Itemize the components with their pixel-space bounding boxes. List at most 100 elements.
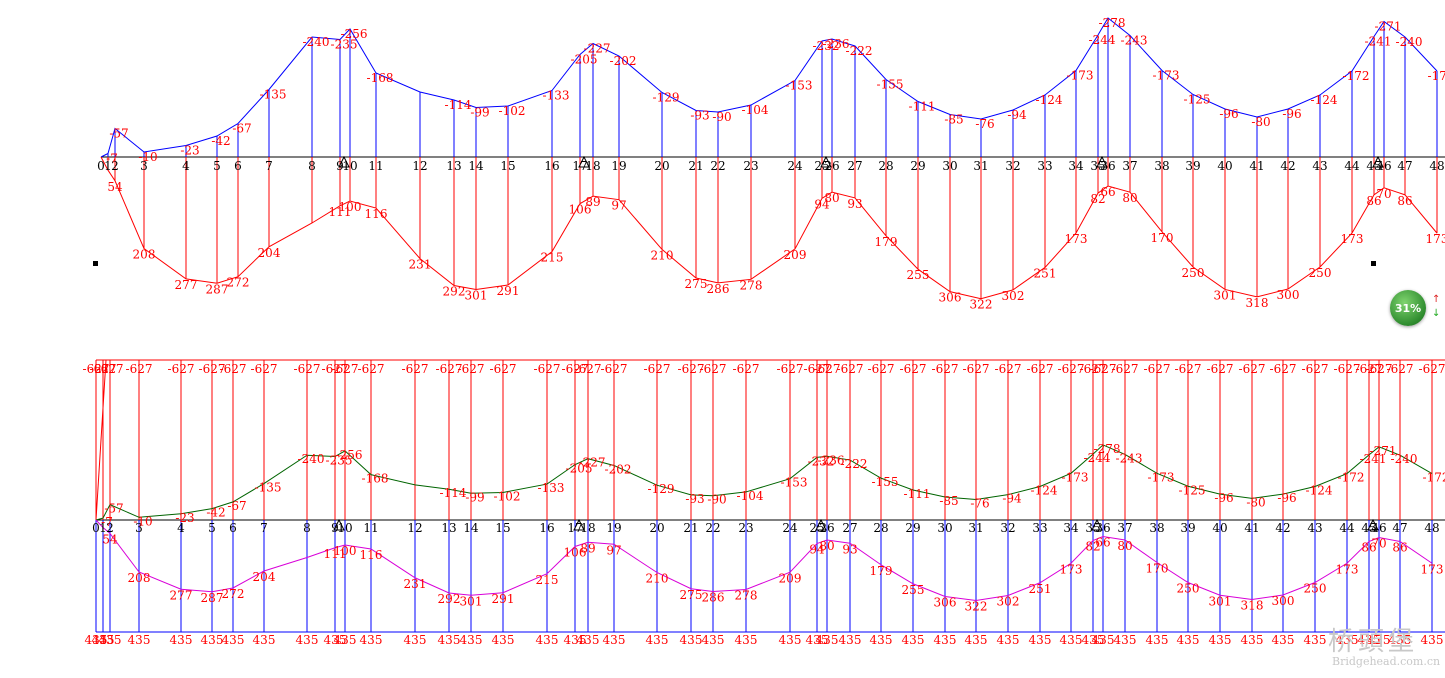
support-icon <box>1096 155 1108 168</box>
bottom-pos-value-label: 82 <box>1085 540 1100 554</box>
bottom-pos-value-label: 215 <box>536 573 559 587</box>
bottom-lower-limit-label: 435 <box>1082 633 1105 647</box>
bottom-pos-value-label: 275 <box>680 588 703 602</box>
top-pos-value-label: 302 <box>1002 289 1025 303</box>
top-station-number: 1 <box>104 159 112 173</box>
top-pos-value-label: 173 <box>1065 232 1088 246</box>
bottom-lower-limit-label: 435 <box>1060 633 1083 647</box>
top-pos-value-label: 301 <box>465 288 488 302</box>
bottom-upper-limit-label: -627 <box>804 362 831 376</box>
top-pos-value-label: 89 <box>585 195 600 209</box>
bottom-lower-limit-label: 435 <box>646 633 669 647</box>
bottom-upper-limit-label: -627 <box>1270 362 1297 376</box>
bottom-lower-limit-label: 435 <box>965 633 988 647</box>
bottom-lower-limit-label: 435 <box>1389 633 1412 647</box>
top-neg-value-label: -7 <box>106 152 118 166</box>
bottom-upper-limit-label: -627 <box>97 362 124 376</box>
top-station-number: 30 <box>942 159 957 173</box>
bottom-upper-limit-label: -627 <box>1058 362 1085 376</box>
bottom-station-number: 40 <box>1212 521 1227 535</box>
bottom-negative-envelope <box>95 444 1433 521</box>
bottom-pos-value-label: 173 <box>1421 562 1444 576</box>
top-station-number: 12 <box>412 159 427 173</box>
grip-handle-right[interactable] <box>1371 261 1376 266</box>
progress-badge[interactable]: 31% ↑ ↓ <box>1390 290 1445 326</box>
top-station-number: 11 <box>368 159 383 173</box>
bottom-station-number: 16 <box>539 521 554 535</box>
bottom-lower-limit-label: 435 <box>492 633 515 647</box>
top-neg-value-label: -99 <box>470 106 489 120</box>
bottom-neg-value-label: -124 <box>1031 484 1058 498</box>
top-neg-value-label: -104 <box>742 103 769 117</box>
bottom-neg-value-label: -99 <box>465 490 484 504</box>
top-station-number: 16 <box>544 159 559 173</box>
bottom-upper-limit-label: -627 <box>1387 362 1414 376</box>
grip-handle-left[interactable] <box>93 261 98 266</box>
top-neg-value-label: -153 <box>786 79 813 93</box>
bottom-neg-value-label: -243 <box>1116 451 1143 465</box>
top-neg-value-label: -133 <box>543 89 570 103</box>
support-icon <box>578 155 590 168</box>
bottom-upper-limit-label: -627 <box>332 362 359 376</box>
bottom-upper-limit-label: -627 <box>1112 362 1139 376</box>
bottom-lower-limit-label: 435 <box>839 633 862 647</box>
support-icon <box>1367 518 1379 531</box>
top-pos-value-label: 94 <box>814 197 830 211</box>
bottom-pos-value-label: 100 <box>334 544 357 558</box>
top-neg-value-label: -240 <box>1396 35 1423 49</box>
top-neg-value-label: -93 <box>690 109 709 123</box>
top-neg-value-label: -102 <box>499 104 526 118</box>
bottom-neg-value-label: -168 <box>362 472 389 486</box>
bottom-neg-value-label: -76 <box>970 496 989 510</box>
bottom-neg-value-label: -124 <box>1306 484 1333 498</box>
bottom-station-number: 0 <box>92 521 100 535</box>
bottom-station-number: 21 <box>683 521 698 535</box>
bottom-upper-limit-label: -627 <box>932 362 959 376</box>
bottom-station-number: 41 <box>1244 521 1259 535</box>
bottom-station-number: 1 <box>99 521 107 535</box>
bottom-neg-value-label: -232 <box>808 454 835 468</box>
top-station-number: 22 <box>710 159 725 173</box>
top-station-number: 38 <box>1154 159 1169 173</box>
top-station-number: 34 <box>1068 159 1084 173</box>
top-station-number: 40 <box>1217 159 1232 173</box>
bottom-station-number: 27 <box>842 521 857 535</box>
bottom-pos-value-label: 80 <box>1117 539 1132 553</box>
bottom-pos-value-label: 209 <box>779 571 802 585</box>
bottom-station-number: 11 <box>363 521 378 535</box>
top-neg-value-label: -173 <box>1153 69 1180 83</box>
bottom-neg-value-label: -23 <box>175 511 194 525</box>
top-pos-value-label: 80 <box>824 191 839 205</box>
bottom-pos-value-label: 89 <box>580 541 595 555</box>
top-station-number: 14 <box>468 159 484 173</box>
bottom-upper-limit-label: -627 <box>868 362 895 376</box>
support-icon <box>1091 518 1103 531</box>
bottom-upper-limit-label: -627 <box>575 362 602 376</box>
top-pos-value-label: 209 <box>784 248 807 262</box>
top-station-number: 23 <box>743 159 758 173</box>
bottom-upper-limit-label: -627 <box>402 362 429 376</box>
bottom-pos-value-label: 93 <box>842 542 857 556</box>
bottom-upper-limit-label: -627 <box>199 362 226 376</box>
top-station-number: 46 <box>1376 159 1391 173</box>
bottom-neg-value-label: -205 <box>566 462 593 476</box>
top-neg-value-label: -168 <box>367 71 394 85</box>
top-neg-value-label: -155 <box>877 78 904 92</box>
bottom-lower-limit-label: 435 <box>603 633 626 647</box>
top-pos-value-label: 66 <box>1100 185 1115 199</box>
top-pos-value-label: 86 <box>1366 194 1381 208</box>
top-station-number: 5 <box>213 159 221 173</box>
bottom-neg-value-label: -278 <box>1094 442 1121 456</box>
bottom-lower-limit-label: 435 <box>170 633 193 647</box>
bottom-pos-value-label: 251 <box>1029 582 1052 596</box>
top-pos-value-label: 272 <box>227 276 250 290</box>
bottom-pos-value-label: 302 <box>997 595 1020 609</box>
top-pos-value-label: 173 <box>1426 232 1445 246</box>
bottom-lower-limit-label: 435 <box>680 633 703 647</box>
top-pos-value-label: 300 <box>1277 288 1300 302</box>
bottom-pos-value-label: 322 <box>965 600 988 614</box>
bottom-neg-value-label: -244 <box>1084 451 1111 465</box>
top-neg-value-label: -96 <box>1282 107 1301 121</box>
top-neg-value-label: -235 <box>331 38 358 52</box>
bottom-pos-value-label: 111 <box>324 547 347 561</box>
